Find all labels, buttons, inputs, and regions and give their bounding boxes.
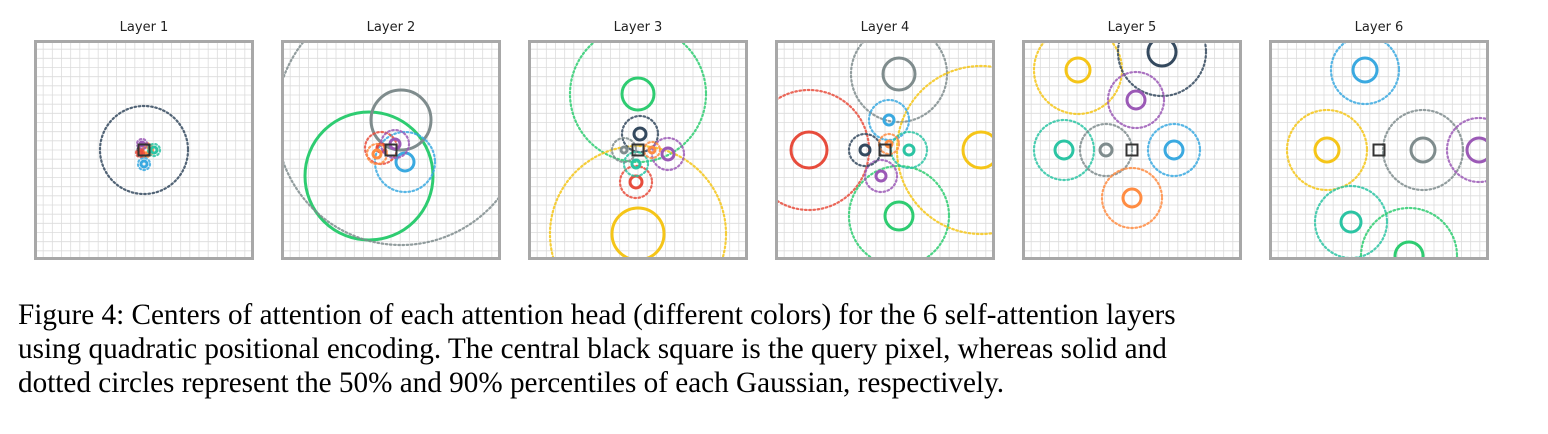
layer-title: Layer 3	[613, 20, 663, 35]
caption-line-2: using quadratic positional encoding. The…	[18, 333, 1167, 365]
percentile-50-circle	[858, 143, 872, 157]
percentile-90-circle	[1078, 122, 1134, 178]
layer-plot	[528, 40, 748, 260]
percentile-90-circle	[1329, 40, 1401, 106]
percentile-90-circle	[1032, 118, 1096, 182]
percentile-50-circle	[1125, 89, 1147, 111]
layer-panel-5: Layer 5	[1022, 0, 1242, 262]
query-pixel-square	[1372, 143, 1386, 157]
percentile-50-circle	[139, 159, 149, 169]
percentile-50-circle	[619, 145, 629, 155]
figure-caption: Figure 4: Centers of attention of each a…	[18, 298, 1533, 400]
query-pixel-square	[384, 143, 398, 157]
percentile-90-circle	[618, 164, 654, 200]
layer-panel-4: Layer 4	[775, 0, 995, 262]
percentile-50-circle	[1339, 210, 1363, 234]
percentile-50-circle	[1313, 136, 1341, 164]
caption-line-1: Figure 4: Centers of attention of each a…	[18, 299, 1176, 331]
percentile-50-circle	[883, 200, 915, 232]
layer-plot	[775, 40, 995, 260]
percentile-50-circle	[902, 143, 916, 157]
percentile-90-circle	[365, 142, 389, 166]
percentile-50-circle	[371, 148, 383, 160]
grid-lines	[528, 40, 748, 260]
query-pixel-square	[137, 143, 151, 157]
percentile-90-circle	[1285, 108, 1369, 192]
percentile-90-circle	[1116, 40, 1208, 98]
percentile-50-circle	[149, 145, 159, 155]
plot-frame	[1022, 40, 1242, 260]
percentile-50-circle	[874, 169, 888, 183]
percentile-90-circle	[1106, 70, 1166, 130]
percentile-50-circle	[1393, 240, 1425, 260]
layer-plot	[1022, 40, 1242, 260]
plot-frame	[34, 40, 254, 260]
layer-panel-6: Layer 6	[1269, 0, 1489, 262]
percentile-90-circle	[1359, 206, 1459, 260]
percentile-50-circle	[1064, 56, 1092, 84]
percentile-50-circle	[369, 88, 433, 152]
layer-panel-3: Layer 3	[528, 0, 748, 262]
plot-frame	[281, 40, 501, 260]
percentile-90-circle	[136, 156, 152, 172]
percentile-90-circle	[849, 40, 949, 124]
percentile-90-circle	[1100, 166, 1164, 230]
layer-plot	[34, 40, 254, 260]
query-pixel-square	[878, 143, 892, 157]
layer-title: Layer 2	[366, 20, 416, 35]
percentile-50-circle	[1146, 40, 1178, 68]
query-pixel-square	[1125, 143, 1139, 157]
percentile-50-circle	[881, 56, 917, 92]
percentile-90-circle	[548, 144, 728, 260]
percentile-50-circle	[610, 206, 666, 260]
percentile-90-circle	[146, 142, 162, 158]
layer-title: Layer 6	[1354, 20, 1404, 35]
grid-lines	[1269, 40, 1489, 260]
layer-panel-1: Layer 1	[34, 0, 254, 262]
percentile-50-circle	[647, 145, 657, 155]
layer-plot	[281, 40, 501, 260]
percentile-50-circle	[630, 158, 642, 170]
percentile-50-circle	[620, 76, 656, 112]
percentile-90-circle	[1146, 122, 1202, 178]
percentile-90-circle	[134, 147, 146, 159]
percentile-90-circle	[1445, 116, 1489, 184]
percentile-50-circle	[1053, 139, 1075, 161]
layer-title: Layer 5	[1107, 20, 1157, 35]
grid-lines	[775, 40, 995, 260]
percentile-50-circle	[632, 126, 648, 142]
percentile-90-circle	[98, 104, 190, 196]
percentile-90-circle	[620, 114, 660, 154]
plot-frame	[1269, 40, 1489, 260]
percentile-50-circle	[789, 130, 829, 170]
layer-title: Layer 4	[860, 20, 910, 35]
percentile-50-circle	[660, 146, 676, 162]
layer-title: Layer 1	[119, 20, 169, 35]
percentile-90-circle	[610, 136, 638, 164]
percentile-50-circle	[1409, 136, 1437, 164]
percentile-90-circle	[1381, 108, 1465, 192]
percentile-50-circle	[1098, 142, 1114, 158]
grid-lines	[281, 40, 501, 260]
percentile-50-circle	[1351, 56, 1379, 84]
caption-line-3: dotted circles represent the 50% and 90%…	[18, 367, 1005, 399]
layer-plot	[1269, 40, 1489, 260]
query-pixel-square	[631, 143, 645, 157]
percentile-90-circle	[847, 164, 951, 260]
plot-frame	[528, 40, 748, 260]
layer-panel-2: Layer 2	[281, 0, 501, 262]
percentile-50-circle	[303, 110, 435, 242]
percentile-50-circle	[1465, 136, 1489, 164]
percentile-90-circle	[863, 158, 899, 194]
percentile-50-circle	[1163, 139, 1185, 161]
percentile-50-circle	[961, 130, 995, 170]
plot-frame	[775, 40, 995, 260]
percentile-50-circle	[882, 113, 896, 127]
figure-panels: Layer 1 Layer 2 Layer 3 Layer 4 Layer 5 …	[34, 0, 1489, 262]
percentile-50-circle	[1121, 187, 1143, 209]
